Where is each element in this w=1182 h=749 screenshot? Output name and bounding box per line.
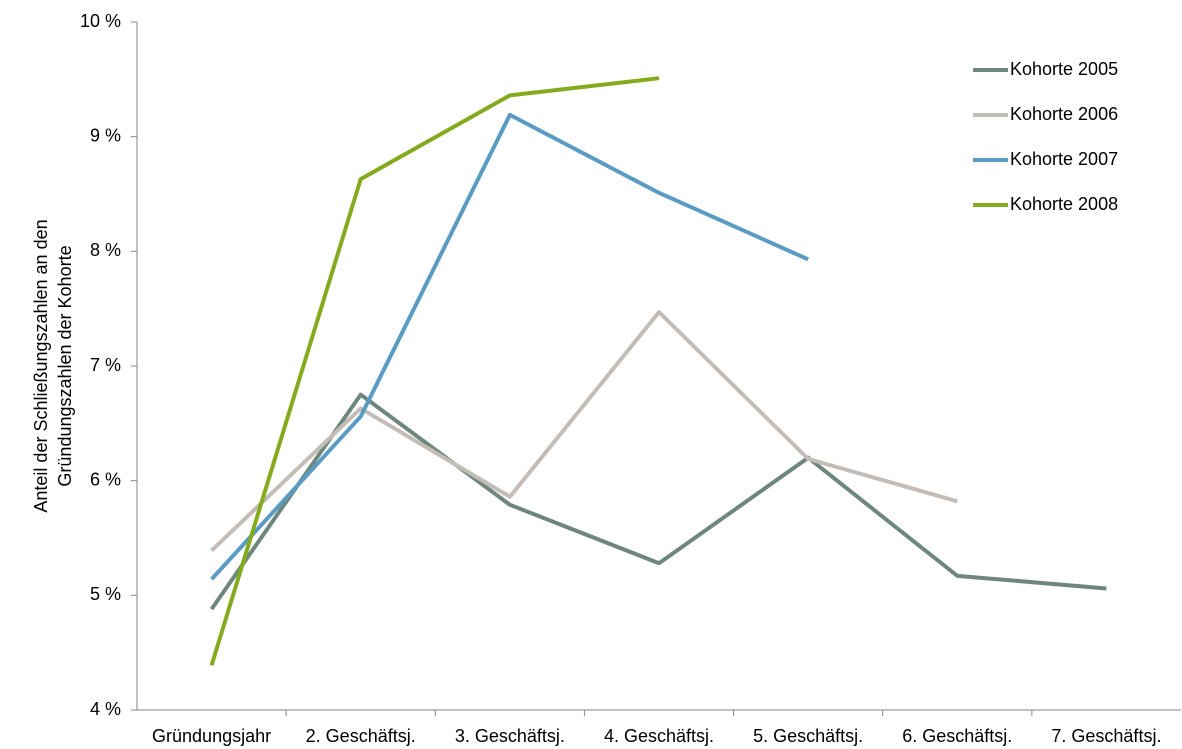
x-tick-label: 6. Geschäftsj.: [902, 726, 1012, 746]
y-tick-label: 5 %: [90, 584, 121, 604]
x-tick-label: 7. Geschäftsj.: [1051, 726, 1161, 746]
y-tick-label: 7 %: [90, 355, 121, 375]
x-tick-label: 5. Geschäftsj.: [753, 726, 863, 746]
y-tick-label: 4 %: [90, 699, 121, 719]
y-tick-label: 8 %: [90, 240, 121, 260]
y-axis-label-line: Gründungszahlen der Kohorte: [55, 245, 75, 486]
y-axis-label: Anteil der Schließungszahlen an den Gründ…: [31, 219, 75, 512]
legend-label: Kohorte 2008: [1010, 194, 1118, 214]
series-line: [210, 310, 958, 553]
series-line: [209, 76, 660, 666]
x-tick-label: 2. Geschäftsj.: [306, 726, 416, 746]
x-tick-label: 4. Geschäftsj.: [604, 726, 714, 746]
y-axis-label-line: Anteil der Schließungszahlen an den: [31, 219, 51, 512]
series-line: [210, 112, 809, 581]
series-line: [209, 392, 1107, 611]
y-tick-label: 9 %: [90, 125, 121, 145]
y-tick-label: 6 %: [90, 469, 121, 489]
x-tick-label: 3. Geschäftsj.: [455, 726, 565, 746]
legend-label: Kohorte 2007: [1010, 149, 1118, 169]
y-tick-label: 10 %: [80, 11, 121, 31]
legend-label: Kohorte 2006: [1010, 104, 1118, 124]
x-tick-label: Gründungsjahr: [152, 726, 271, 746]
legend-label: Kohorte 2005: [1010, 59, 1118, 79]
